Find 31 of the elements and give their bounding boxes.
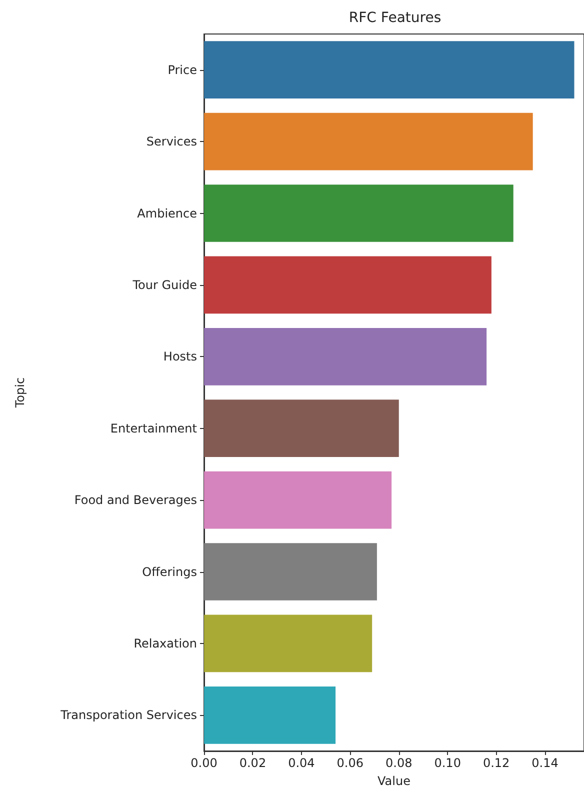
bar [204, 184, 514, 242]
x-tick-label: 0.08 [386, 756, 412, 770]
y-tick-label: Offerings [142, 564, 197, 579]
chart-title: RFC Features [348, 10, 442, 26]
x-tick-label: 0.10 [434, 756, 461, 770]
y-axis-title: Topic [13, 377, 27, 409]
y-tick-label: Services [146, 134, 197, 149]
y-tick-label: Food and Beverages [74, 493, 197, 508]
y-tick-label: Price [168, 62, 197, 77]
x-tick-label: 0.06 [336, 756, 364, 770]
y-tick-label: Ambience [137, 206, 197, 220]
bar [204, 614, 372, 672]
y-tick-label: Tour Guide [132, 278, 197, 292]
bar [204, 686, 336, 744]
bar [204, 41, 574, 99]
y-tick-label: Transporation Services [60, 708, 197, 722]
x-tick-label: 0.00 [190, 756, 218, 770]
y-tick-label: Entertainment [110, 421, 198, 436]
bar [204, 328, 487, 386]
y-tick-label: Relaxation [134, 636, 197, 650]
y-tick-label: Hosts [163, 350, 197, 364]
bar [204, 112, 533, 170]
bar [204, 471, 392, 529]
bar [204, 543, 377, 600]
bar [204, 256, 492, 314]
bar [204, 400, 399, 458]
x-tick-label: 0.02 [239, 756, 266, 770]
x-tick-label: 0.04 [288, 756, 315, 770]
x-axis-title: Value [378, 774, 410, 788]
x-tick-label: 0.12 [482, 756, 510, 770]
x-tick-label: 0.14 [532, 756, 558, 770]
